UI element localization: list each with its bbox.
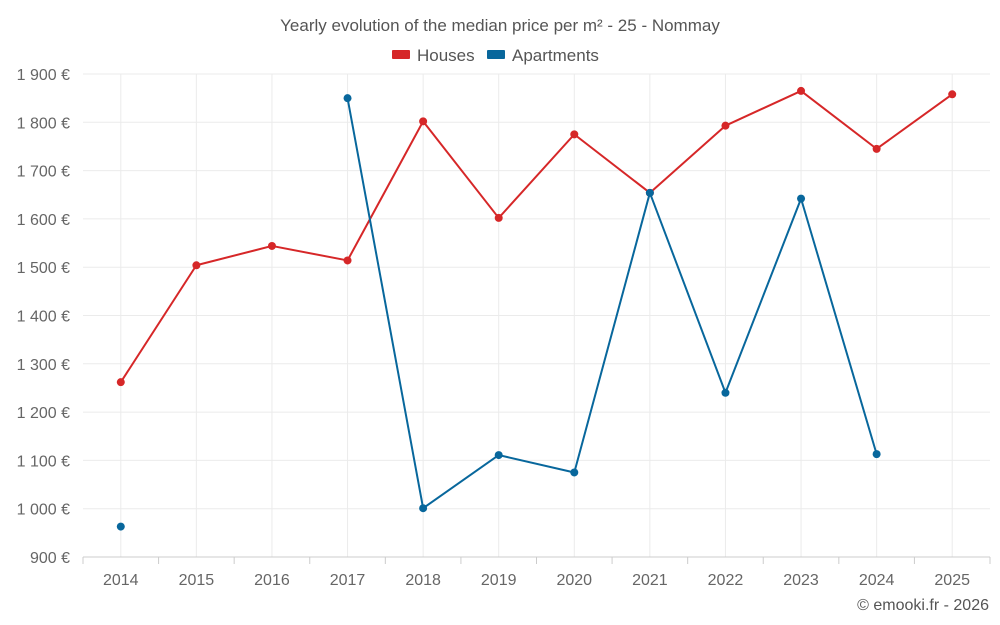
legend-swatch-houses <box>392 50 410 59</box>
y-tick-label: 1 000 € <box>17 502 70 519</box>
x-tick-label: 2017 <box>330 572 366 589</box>
y-tick-label: 1 600 € <box>17 212 70 229</box>
data-point-houses-2024[interactable] <box>872 144 881 153</box>
legend-swatch-apartments <box>487 50 505 59</box>
legend-item-apartments[interactable]: Apartments <box>487 46 599 65</box>
data-point-apartments-2020[interactable] <box>570 468 579 477</box>
x-tick-label: 2014 <box>103 572 139 589</box>
legend-label-apartments: Apartments <box>512 46 599 65</box>
series-line-apartments <box>346 97 878 510</box>
y-tick-label: 1 400 € <box>17 309 70 326</box>
y-tick-label: 1 200 € <box>17 405 70 422</box>
data-point-apartments-2024[interactable] <box>872 450 881 459</box>
data-point-houses-2017[interactable] <box>343 256 352 265</box>
x-axis: 2014 2015 2016 2017 2018 2019 2020 2021 2022 2023… <box>82 556 991 589</box>
data-point-apartments-2018[interactable] <box>419 504 428 513</box>
data-point-houses-2015[interactable] <box>192 261 201 270</box>
series-houses <box>116 86 957 387</box>
grid <box>83 73 990 557</box>
y-tick-label: 1 900 € <box>17 67 70 84</box>
credit-text: © emooki.fr - 2026 <box>857 597 989 614</box>
series-apartments <box>116 94 881 531</box>
data-point-apartments-2019[interactable] <box>494 451 503 460</box>
data-point-houses-2025[interactable] <box>948 90 957 99</box>
data-point-apartments-2014[interactable] <box>116 522 125 531</box>
data-point-houses-2014[interactable] <box>116 378 125 387</box>
data-point-houses-2016[interactable] <box>267 241 276 250</box>
legend: Houses Apartments <box>392 46 599 65</box>
y-tick-label: 1 500 € <box>17 260 70 277</box>
x-tick-label: 2020 <box>556 572 592 589</box>
data-point-houses-2022[interactable] <box>721 121 730 130</box>
y-tick-label: 1 700 € <box>17 164 70 181</box>
y-tick-label: 1 800 € <box>17 115 70 132</box>
data-point-houses-2023[interactable] <box>797 86 806 95</box>
x-tick-label: 2024 <box>859 572 895 589</box>
data-point-houses-2018[interactable] <box>419 117 428 126</box>
x-tick-label: 2025 <box>934 572 970 589</box>
x-tick-label: 2022 <box>708 572 744 589</box>
legend-label-houses: Houses <box>417 46 475 65</box>
x-tick-label: 2016 <box>254 572 290 589</box>
x-tick-label: 2018 <box>405 572 441 589</box>
x-tick-label: 2019 <box>481 572 517 589</box>
y-tick-label: 900 € <box>30 550 70 567</box>
series-line-houses <box>119 89 954 384</box>
y-tick-label: 1 300 € <box>17 357 70 374</box>
data-point-houses-2019[interactable] <box>494 213 503 222</box>
data-point-apartments-2021[interactable] <box>645 188 654 197</box>
y-axis: 900 € 1 000 € 1 100 € 1 200 € 1 300 € 1 400 €… <box>17 67 70 567</box>
data-point-apartments-2017[interactable] <box>343 94 352 103</box>
series-layer <box>116 86 957 531</box>
x-tick-label: 2015 <box>179 572 215 589</box>
chart-title: Yearly evolution of the median price per… <box>280 16 720 35</box>
y-tick-label: 1 100 € <box>17 453 70 470</box>
x-tick-label: 2023 <box>783 572 819 589</box>
data-point-apartments-2023[interactable] <box>797 194 806 203</box>
data-point-apartments-2022[interactable] <box>721 388 730 397</box>
data-point-houses-2020[interactable] <box>570 130 579 139</box>
x-tick-label: 2021 <box>632 572 668 589</box>
legend-item-houses[interactable]: Houses <box>392 46 475 65</box>
